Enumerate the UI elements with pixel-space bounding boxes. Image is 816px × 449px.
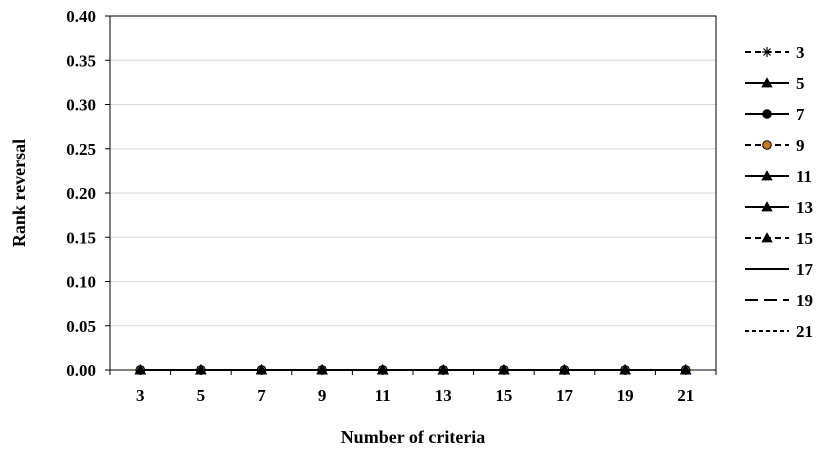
x-tick-label: 9 bbox=[318, 386, 327, 405]
x-tick-label: 21 bbox=[677, 386, 694, 405]
legend-label: 19 bbox=[796, 291, 813, 310]
y-tick-label: 0.40 bbox=[66, 7, 96, 26]
y-tick-label: 0.00 bbox=[66, 361, 96, 380]
legend-item: 11 bbox=[745, 167, 812, 186]
marker-circle bbox=[762, 140, 772, 150]
x-tick-label: 19 bbox=[617, 386, 634, 405]
grid-lines bbox=[110, 59, 716, 327]
x-tick-label: 17 bbox=[556, 386, 574, 405]
legend-item: 9 bbox=[745, 136, 805, 155]
legend-label: 3 bbox=[796, 43, 805, 62]
legend-item: 13 bbox=[745, 198, 813, 217]
x-tick-label: 7 bbox=[257, 386, 266, 405]
legend-label: 21 bbox=[796, 322, 813, 341]
y-tick-label: 0.35 bbox=[66, 51, 96, 70]
legend-label: 11 bbox=[796, 167, 812, 186]
legend: 3 5 7 9 11 13 15 17 19 21 bbox=[745, 43, 814, 341]
legend-item: 21 bbox=[745, 322, 813, 341]
x-tick-label: 11 bbox=[375, 386, 391, 405]
y-tick-label: 0.20 bbox=[66, 184, 96, 203]
x-axis-title: Number of criteria bbox=[341, 427, 486, 447]
y-tick-label: 0.15 bbox=[66, 228, 96, 247]
marker-triangle bbox=[761, 77, 773, 88]
legend-label: 15 bbox=[796, 229, 813, 248]
y-axis-ticks: 0.00 0.05 0.10 0.15 0.20 0.25 0.30 0.35 0.40 bbox=[66, 7, 110, 380]
y-axis-title: Rank reversal bbox=[9, 139, 29, 247]
y-tick-label: 0.05 bbox=[66, 317, 96, 336]
marker-triangle bbox=[761, 201, 773, 212]
marker-circle bbox=[762, 109, 772, 119]
legend-label: 13 bbox=[796, 198, 813, 217]
legend-label: 17 bbox=[796, 260, 814, 279]
legend-label: 5 bbox=[796, 74, 805, 93]
marker-triangle bbox=[761, 170, 773, 181]
y-tick-label: 0.30 bbox=[66, 96, 96, 115]
legend-item: 17 bbox=[745, 260, 814, 279]
legend-item: 5 bbox=[745, 74, 805, 93]
legend-item: 7 bbox=[745, 105, 805, 124]
legend-label: 7 bbox=[796, 105, 805, 124]
legend-item: 15 bbox=[745, 229, 813, 248]
legend-label: 9 bbox=[796, 136, 805, 155]
marker-asterisk bbox=[762, 47, 772, 57]
x-tick-label: 13 bbox=[435, 386, 452, 405]
x-axis-ticks: 3 5 7 9 11 13 15 17 19 21 bbox=[109, 370, 717, 405]
x-tick-label: 15 bbox=[495, 386, 512, 405]
y-tick-label: 0.10 bbox=[66, 273, 96, 292]
series-layer bbox=[134, 364, 692, 375]
legend-item: 3 bbox=[745, 43, 805, 62]
y-tick-label: 0.25 bbox=[66, 140, 96, 159]
x-tick-label: 3 bbox=[136, 386, 145, 405]
x-tick-label: 5 bbox=[197, 386, 206, 405]
marker-triangle bbox=[761, 232, 773, 243]
legend-item: 19 bbox=[745, 291, 813, 310]
